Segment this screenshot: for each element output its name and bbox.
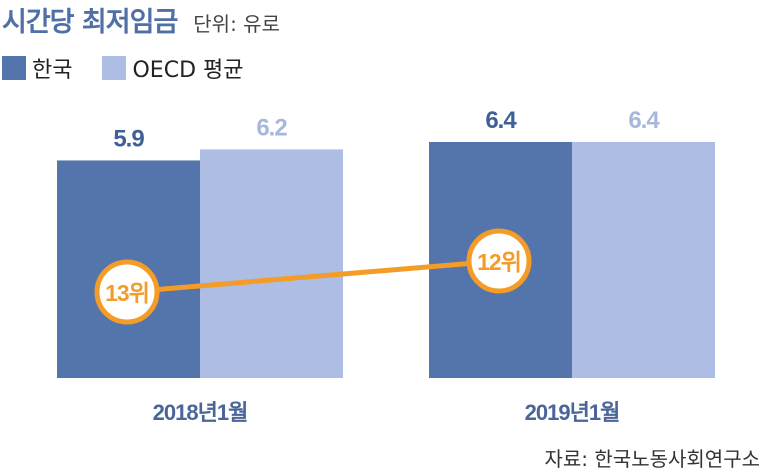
rank-connector-line — [126, 258, 500, 295]
rank-label-0: 13위 — [105, 280, 149, 306]
rank-label-1: 12위 — [477, 249, 521, 275]
bar-oecd-0 — [200, 149, 343, 378]
legend-label-oecd: OECD 평균 — [132, 58, 244, 83]
bar-oecd-1 — [572, 142, 715, 378]
rank-badge-0 — [94, 259, 160, 325]
unit-label: 단위: 유로 — [193, 12, 280, 36]
chart-title: 시간당 최저임금 — [2, 7, 178, 38]
legend-swatch-korea — [2, 56, 26, 80]
rank-badge-1 — [466, 228, 532, 294]
legend-item-oecd: OECD 평균 — [102, 52, 243, 84]
data-label-korea-0: 5.9 — [113, 125, 144, 152]
category-label-0: 2018년1월 — [153, 400, 248, 425]
source-note: 자료: 한국노동사회연구소 — [544, 447, 761, 471]
data-label-oecd-0: 6.2 — [256, 114, 287, 141]
category-label-1: 2019년1월 — [525, 400, 620, 425]
legend-swatch-oecd — [102, 56, 127, 80]
legend: 한국 OECD 평균 — [2, 52, 273, 84]
legend-item-korea: 한국 — [2, 52, 72, 84]
data-label-oecd-1: 6.4 — [628, 107, 660, 134]
data-label-korea-1: 6.4 — [485, 107, 517, 134]
legend-label-korea: 한국 — [32, 58, 73, 83]
